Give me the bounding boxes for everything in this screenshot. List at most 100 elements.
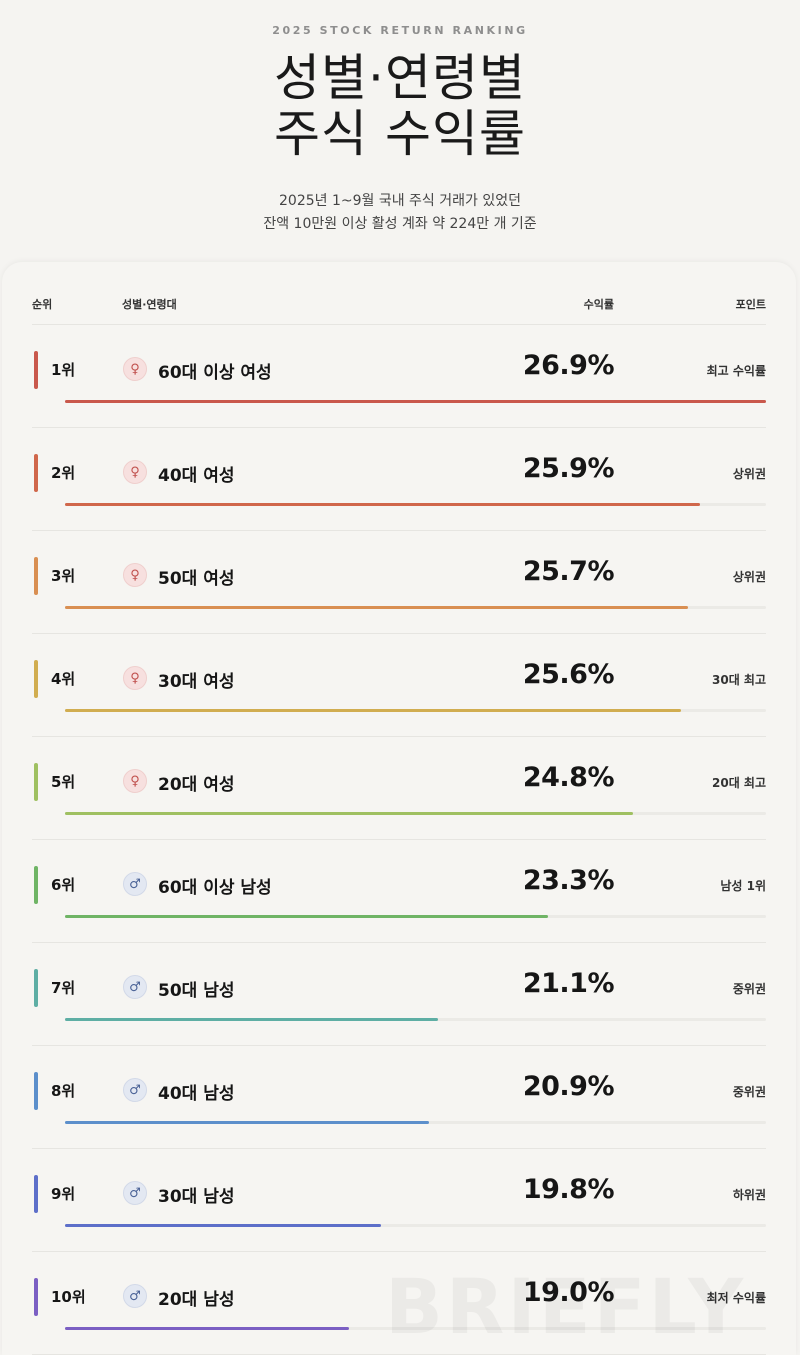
female-icon: ♀ [123,666,147,690]
return-value: 25.6% [522,659,615,690]
eyebrow: 2025 STOCK RETURN RANKING [272,24,528,37]
table-row: 5위 ♀ 20대 여성 24.8% 20대 최고 [2,737,796,840]
row-divider [32,839,766,840]
table-row: 2위 ♀ 40대 여성 25.9% 상위권 [2,428,796,531]
bar-track [65,1224,766,1227]
point-note: 상위권 [732,467,766,481]
subtitle: 2025년 1~9월 국내 주식 거래가 있었던 잔액 10만원 이상 활성 계… [0,190,800,236]
column-header-rank: 순위 [32,298,53,311]
group-label: 40대 여성 [158,466,235,486]
header: 2025 STOCK RETURN RANKING 성별·연령별 주식 수익률 … [0,0,800,260]
rank-color-marker [34,866,38,904]
point-note: 상위권 [732,570,766,584]
rank-label: 2위 [51,464,76,482]
header-divider [32,324,766,325]
group-label: 50대 남성 [158,981,235,1001]
return-value: 25.9% [522,453,615,484]
female-icon: ♀ [123,769,147,793]
return-value: 25.7% [522,556,615,587]
male-icon: ♂ [123,872,147,896]
rank-label: 5위 [51,773,76,791]
point-note: 최저 수익률 [706,1291,766,1305]
bar-track [65,915,766,918]
table-row: 8위 ♂ 40대 남성 20.9% 중위권 [2,1046,796,1149]
return-value: 21.1% [522,968,615,999]
rank-label: 9위 [51,1185,76,1203]
rank-color-marker [34,454,38,492]
column-header-point: 포인트 [735,298,766,311]
rank-color-marker [34,351,38,389]
male-icon: ♂ [123,975,147,999]
return-bar [65,1224,381,1227]
bar-track [65,709,766,712]
rank-color-marker [34,1175,38,1213]
rank-color-marker [34,660,38,698]
male-icon: ♂ [123,1078,147,1102]
row-divider [32,427,766,428]
bar-track [65,812,766,815]
return-bar [65,606,688,609]
subtitle-line-1: 2025년 1~9월 국내 주식 거래가 있었던 [279,193,521,209]
point-note: 중위권 [732,982,766,996]
rank-color-marker [34,1278,38,1316]
return-bar [65,1121,429,1124]
row-divider [32,1148,766,1149]
group-label: 20대 남성 [158,1290,235,1310]
group-label: 60대 이상 남성 [158,878,272,898]
subtitle-line-2: 잔액 10만원 이상 활성 계좌 약 224만 개 기준 [263,216,537,232]
row-divider [32,633,766,634]
male-icon: ♂ [123,1284,147,1308]
table-row: 3위 ♀ 50대 여성 25.7% 상위권 [2,531,796,634]
rank-label: 4위 [51,670,76,688]
row-divider [32,530,766,531]
row-divider [32,1045,766,1046]
bar-track [65,503,766,506]
rank-color-marker [34,763,38,801]
point-note: 중위권 [732,1085,766,1099]
male-icon: ♂ [123,1181,147,1205]
point-note: 남성 1위 [720,879,766,893]
column-header-return: 수익률 [583,298,614,311]
row-divider [32,1251,766,1252]
title-line-2: 주식 수익률 [274,105,526,163]
return-bar [65,1327,349,1330]
group-label: 30대 여성 [158,672,235,692]
bar-track [65,606,766,609]
table-row: 9위 ♂ 30대 남성 19.8% 하위권 [2,1149,796,1252]
return-value: 26.9% [522,350,615,381]
return-value: 20.9% [522,1071,615,1102]
return-bar [65,400,766,403]
point-note: 최고 수익률 [706,364,766,378]
rank-label: 8위 [51,1082,76,1100]
table-row: 7위 ♂ 50대 남성 21.1% 중위권 [2,943,796,1046]
female-icon: ♀ [123,563,147,587]
return-bar [65,503,701,506]
return-value: 24.8% [522,762,615,793]
bar-track [65,1121,766,1124]
row-divider [32,942,766,943]
column-header-group: 성별·연령대 [122,298,177,311]
return-bar [65,1018,438,1021]
page-title: 성별·연령별 주식 수익률 [0,50,800,162]
return-value: 19.0% [522,1277,615,1308]
point-note: 20대 최고 [712,776,766,790]
table-row: 1위 ♀ 60대 이상 여성 26.9% 최고 수익률 [2,325,796,428]
return-bar [65,915,548,918]
rank-color-marker [34,557,38,595]
rank-label: 3위 [51,567,76,585]
return-value: 19.8% [522,1174,615,1205]
female-icon: ♀ [123,460,147,484]
return-bar [65,812,633,815]
rank-label: 1위 [51,361,76,379]
bar-track [65,1327,766,1330]
return-value: 23.3% [522,865,615,896]
rank-label: 10위 [51,1288,86,1306]
group-label: 30대 남성 [158,1187,235,1207]
return-bar [65,709,682,712]
title-line-1: 성별·연령별 [274,49,526,107]
table-row: 4위 ♀ 30대 여성 25.6% 30대 최고 [2,634,796,737]
group-label: 50대 여성 [158,569,235,589]
watermark-logo: BRIEFLY [385,1262,746,1351]
row-divider [32,736,766,737]
rank-label: 7위 [51,979,76,997]
